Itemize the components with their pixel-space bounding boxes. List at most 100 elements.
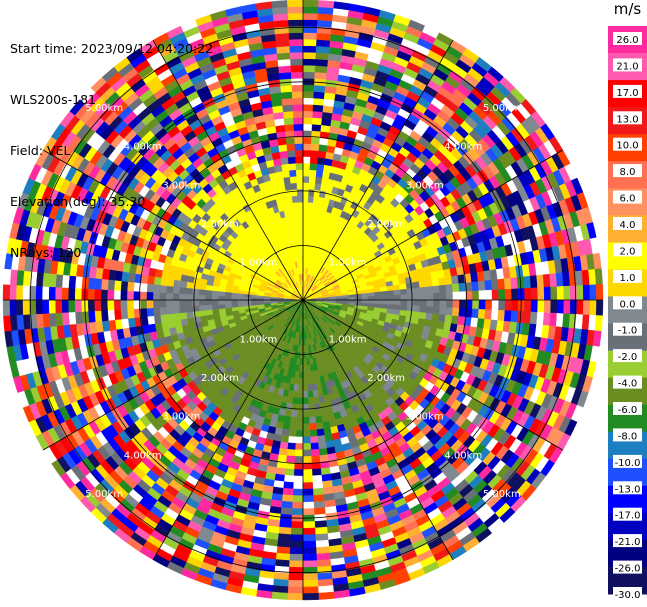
range-gate (292, 495, 304, 503)
range-gate (302, 534, 316, 542)
range-gate (542, 312, 551, 327)
range-gate (22, 299, 30, 315)
range-gate (367, 299, 375, 305)
range-gate (318, 144, 328, 153)
range-gate (405, 282, 414, 290)
range-gate (374, 299, 382, 305)
range-gate (309, 435, 319, 444)
range-gate (307, 208, 313, 216)
range-gate (450, 275, 459, 285)
range-gate (166, 278, 175, 287)
range-gate (406, 305, 414, 312)
range-gate (312, 97, 325, 106)
range-gate (387, 290, 395, 296)
range-gate (313, 507, 326, 516)
range-gate (478, 299, 486, 310)
range-gate (310, 455, 321, 464)
range-gate (425, 279, 433, 288)
range-gate (542, 273, 551, 288)
range-gate (361, 299, 369, 304)
range-gate (431, 313, 440, 322)
range-gate (291, 501, 304, 509)
range-gate (204, 294, 213, 301)
range-gate (312, 110, 324, 119)
range-gate (302, 508, 315, 516)
range-gate (139, 299, 147, 309)
range-gate (309, 422, 317, 431)
range-gate (244, 299, 252, 304)
range-gate (107, 309, 116, 321)
range-gate (438, 284, 447, 294)
range-gate (312, 481, 324, 490)
range-gate (393, 299, 402, 306)
range-gate (315, 176, 323, 185)
range-gate (165, 292, 173, 301)
range-gate (302, 390, 309, 399)
range-gate (477, 280, 486, 292)
range-gate (276, 546, 291, 555)
range-gate (283, 415, 291, 424)
range-gate (2, 284, 11, 301)
range-gate (316, 428, 325, 437)
range-gate (308, 189, 315, 197)
range-gate (302, 449, 312, 457)
range-gate (302, 201, 309, 210)
range-gate (287, 586, 304, 594)
range-gate (556, 286, 565, 301)
range-gate (302, 540, 317, 549)
range-gate (282, 481, 294, 490)
range-gate (308, 410, 316, 418)
range-gate (302, 221, 308, 229)
range-gate (315, 45, 330, 54)
range-gate (504, 288, 512, 301)
range-gate (302, 156, 311, 164)
range-gate (211, 290, 219, 296)
range-gate (178, 299, 187, 307)
range-gate (302, 162, 311, 170)
range-gate (297, 390, 304, 399)
range-gate (100, 289, 108, 301)
range-gate (543, 299, 552, 314)
range-gate (314, 526, 328, 535)
range-gate (524, 299, 532, 313)
range-gate (305, 345, 309, 353)
range-gate (41, 299, 50, 314)
range-gate (35, 285, 43, 301)
range-gate (537, 299, 545, 313)
range-gate (511, 299, 519, 312)
range-gate (438, 314, 446, 323)
range-gate (426, 299, 434, 308)
range-gate (536, 312, 545, 326)
range-gate (555, 272, 564, 287)
range-gate (298, 364, 304, 372)
range-gate (94, 310, 103, 323)
range-gate (425, 286, 434, 294)
range-gate (595, 299, 604, 316)
range-gate (179, 286, 187, 295)
range-gate (192, 288, 200, 295)
range-gate (576, 285, 584, 301)
range-gate (313, 402, 321, 411)
range-gate (237, 299, 245, 304)
range-gate (452, 291, 460, 301)
range-gate (413, 293, 421, 301)
range-gate (152, 284, 161, 293)
range-gate (87, 310, 96, 323)
range-gate (302, 195, 309, 203)
range-gate (289, 553, 304, 562)
range-gate (392, 284, 401, 291)
range-gate (231, 303, 239, 308)
range-gate (413, 299, 421, 307)
range-gate (318, 0, 335, 9)
range-gate (318, 591, 335, 600)
range-gate (313, 500, 326, 509)
range-gate (312, 487, 324, 496)
range-gate (289, 416, 298, 424)
range-gate (224, 299, 232, 305)
range-gate (316, 39, 331, 48)
range-gate (367, 292, 375, 297)
range-gate (348, 297, 356, 301)
range-gate (459, 291, 467, 301)
range-gate (393, 289, 401, 296)
